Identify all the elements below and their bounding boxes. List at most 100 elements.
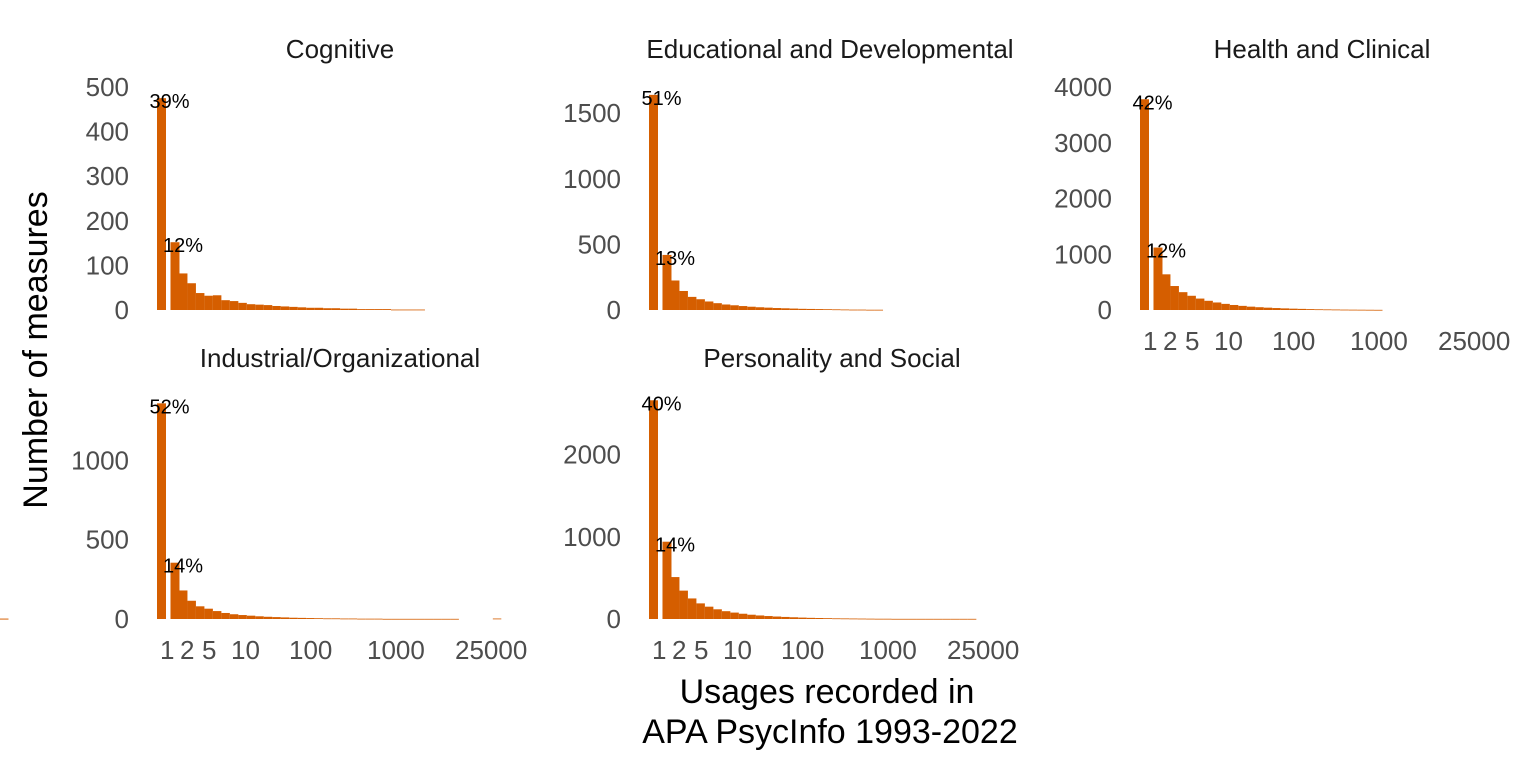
panel-5-bar	[764, 616, 773, 619]
panel-1-bar	[229, 301, 239, 310]
panel-5-x-tick-label: 2	[672, 635, 686, 665]
panel-3-bar	[1263, 307, 1273, 310]
panel-4-bar	[399, 618, 408, 620]
panel-5-bar	[891, 618, 900, 620]
panel-2-bar	[806, 308, 816, 310]
panel-3-bar	[1297, 308, 1307, 310]
panel-4-y-tick-label: 1000	[71, 445, 129, 475]
panel-2-bar	[764, 307, 773, 310]
panel-3-y-tick-label: 3000	[1054, 128, 1112, 158]
panel-5-bar	[798, 617, 807, 619]
panel-5-bar	[866, 618, 875, 620]
panel-1-bar	[340, 308, 349, 310]
panel-1-y-tick-label: 500	[86, 72, 129, 102]
panel-4-bar-label: 52%	[149, 396, 189, 418]
panel-5-bar	[747, 614, 756, 619]
panel-5-bar	[942, 618, 951, 620]
y-axis-title: Number of measures	[17, 191, 55, 508]
panel-2-y-tick-label: 0	[607, 295, 621, 325]
panel-5-bar	[738, 613, 748, 619]
x-axis-title-line-1: Usages recorded in	[680, 673, 975, 711]
panel-2-bar	[781, 308, 790, 310]
panel-3-bar-label: 12%	[1146, 241, 1186, 263]
panel-3-bar	[1348, 309, 1358, 311]
panel-4-bar	[255, 616, 264, 619]
panel-2-bar	[832, 309, 841, 311]
panel-4-bar	[314, 618, 324, 620]
panel-4-bar	[450, 618, 459, 620]
panel-5-bar	[662, 541, 672, 619]
panel-1-bar	[331, 308, 341, 310]
panel-5-bar	[857, 618, 867, 620]
panel-3-x-tick-label: 100	[1272, 326, 1315, 356]
panel-5-bar	[883, 618, 892, 620]
panel-5-bar	[649, 400, 658, 619]
panel-5-y-tick-label: 1000	[563, 522, 621, 552]
panel-1-bar-label: 12%	[163, 235, 203, 257]
panel-3-bar	[1357, 309, 1366, 311]
panel-3-bar-label: 42%	[1132, 92, 1172, 114]
panel-2-y-tick-label: 1500	[563, 98, 621, 128]
panel-3-bar	[1187, 295, 1196, 310]
panel-3-bar	[1170, 286, 1179, 310]
panel-1-bar	[365, 309, 375, 310]
panel-3-bar	[1140, 99, 1149, 311]
panel-3-bar	[1374, 309, 1383, 311]
panel-4-bar	[263, 616, 273, 619]
panel-3-bar	[1255, 307, 1264, 310]
panel-3-bar	[1280, 308, 1290, 310]
panel-3-bar	[1161, 274, 1171, 310]
panel-1-bar	[195, 293, 205, 310]
panel-5-y-tick-label: 0	[607, 604, 621, 634]
panel-1-bar	[323, 308, 332, 310]
panel-3-y-tick-label: 1000	[1054, 239, 1112, 269]
panel-5-bar	[925, 618, 934, 620]
panel-1-bar	[314, 307, 324, 310]
panel-4-bar	[441, 618, 451, 620]
panel-3-x-tick-label: 5	[1185, 326, 1199, 356]
panel-1-bar	[204, 295, 213, 310]
x-axis-title-line-2: APA PsycInfo 1993-2022	[642, 713, 1018, 751]
panel-2-y-tick-label: 500	[578, 229, 621, 259]
panel-2-bar	[649, 94, 658, 311]
panel-2-bar	[789, 308, 799, 310]
panel-5-x-tick-label: 1	[652, 635, 666, 665]
panel-5-bar-label: 40%	[641, 393, 681, 415]
panel-3-bar	[1272, 308, 1281, 310]
panel-2-bar	[696, 299, 705, 310]
panel-1-bar	[255, 304, 264, 310]
panel-4-bar	[306, 618, 315, 619]
panel-2-bar	[687, 296, 697, 310]
panel-4-bar	[246, 615, 256, 619]
panel-2-bar	[747, 306, 756, 310]
panel-1-y-tick-label: 300	[86, 161, 129, 191]
panel-2-bar	[662, 254, 672, 310]
panel-1-bar	[272, 305, 281, 310]
panel-1-bar	[374, 309, 383, 310]
panel-2-bar	[772, 308, 782, 310]
panel-5-bar	[823, 618, 833, 619]
panel-2-bar	[721, 304, 731, 310]
panel-4-bar	[272, 617, 281, 619]
panel-3-x-tick-label: 2	[1163, 326, 1177, 356]
panel-1-bar	[289, 306, 298, 310]
panel-5-bar	[967, 618, 977, 620]
panel-3-bar	[1229, 304, 1239, 310]
panel-1-bar	[170, 242, 180, 310]
panel-1-bar	[246, 304, 256, 310]
panel-4-y-tick-label: 0	[115, 604, 129, 634]
panel-4-bar	[424, 618, 434, 620]
panel-2-bar	[730, 305, 739, 310]
panel-4-x-tick-label: 10	[231, 635, 260, 665]
panel-5-bar	[874, 618, 884, 620]
panel-3-bar	[1306, 309, 1315, 310]
panel-5-x-tick-label: 10	[723, 635, 752, 665]
panel-5-bar	[950, 618, 960, 620]
panel-5-bar	[933, 618, 943, 620]
panel-4-bar	[170, 562, 180, 619]
panel-4-x-tick-label: 2	[180, 635, 194, 665]
panel-5-x-tick-label: 100	[781, 635, 824, 665]
panel-3-title: Health and Clinical	[1214, 34, 1431, 64]
panel-3-x-tick-label: 25000	[1438, 326, 1510, 356]
panel-2-bar	[738, 306, 748, 310]
